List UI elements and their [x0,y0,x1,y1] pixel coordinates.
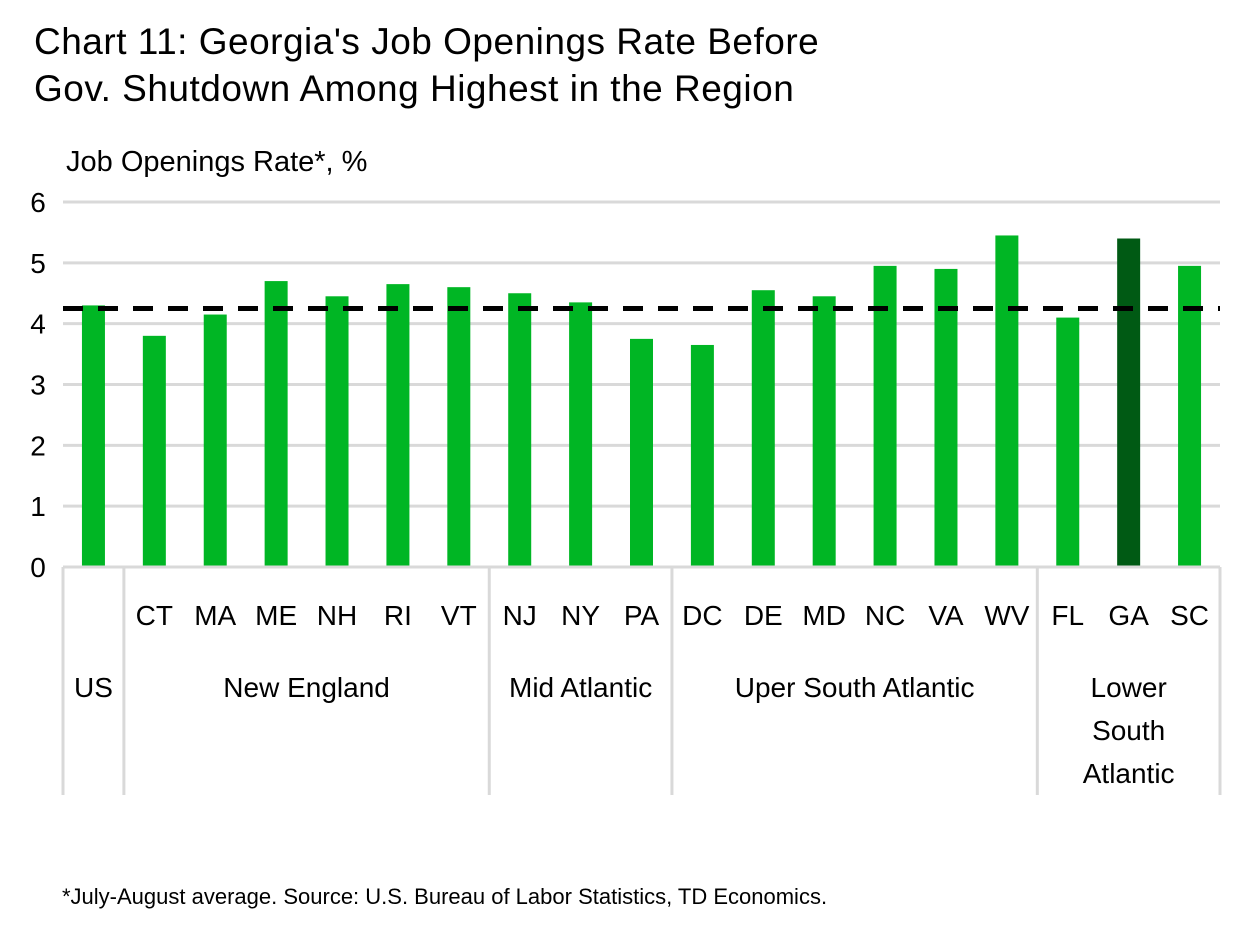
bar-ma [203,314,227,567]
bar-fl [1056,317,1080,567]
bar-ri [386,284,410,567]
bar-ny [569,302,593,567]
group-label: New England [223,672,390,703]
x-tick-label: DC [682,600,722,631]
chart-title: Chart 11: Georgia's Job Openings Rate Be… [34,18,819,112]
chart-title-line-2: Gov. Shutdown Among Highest in the Regio… [34,68,795,109]
y-tick-label: 0 [30,552,46,583]
y-tick-label: 5 [30,248,46,279]
bar-us [81,305,105,567]
x-tick-label: GA [1108,600,1149,631]
bar-wv [995,235,1019,568]
bar-vt [447,287,471,567]
x-tick-label: VA [928,600,964,631]
group-label: US [74,672,113,703]
group-label: Mid Atlantic [509,672,652,703]
x-tick-label: RI [384,600,412,631]
x-tick-label: NH [317,600,357,631]
bar-sc [1178,265,1202,567]
x-tick-label: DE [744,600,783,631]
x-tick-label: PA [624,600,660,631]
group-label: Lower [1091,672,1167,703]
x-tick-label: NJ [503,600,537,631]
group-label: Atlantic [1083,758,1175,789]
x-tick-label: WV [984,600,1029,631]
group-label: Uper South Atlantic [735,672,975,703]
x-tick-label: FL [1051,600,1084,631]
bar-md [812,296,836,567]
footnote: *July-August average. Source: U.S. Burea… [62,884,828,909]
y-tick-label: 6 [30,187,46,218]
group-label: South [1092,715,1165,746]
bar-va [934,268,958,567]
bar-nj [508,293,532,567]
bar-de [751,290,775,567]
bar-ga [1117,238,1141,567]
x-tick-label: NC [865,600,905,631]
y-tick-label: 2 [30,430,46,461]
bar-nc [873,265,897,567]
x-tick-label: NY [561,600,600,631]
y-axis-label: Job Openings Rate*, % [66,146,368,178]
x-tick-label: ME [255,600,297,631]
bar-dc [690,344,714,567]
bar-pa [630,338,653,567]
x-tick-label: MA [194,600,236,631]
bar-ct [142,335,166,567]
chart-title-line-1: Chart 11: Georgia's Job Openings Rate Be… [34,21,820,62]
y-tick-label: 3 [30,370,46,401]
y-tick-label: 4 [30,309,46,340]
x-tick-label: VT [441,600,477,631]
x-tick-label: CT [136,600,173,631]
bar-nh [325,296,349,567]
x-tick-label: SC [1170,600,1209,631]
y-tick-label: 1 [30,491,46,522]
x-tick-label: MD [802,600,846,631]
bar-me [264,281,288,567]
